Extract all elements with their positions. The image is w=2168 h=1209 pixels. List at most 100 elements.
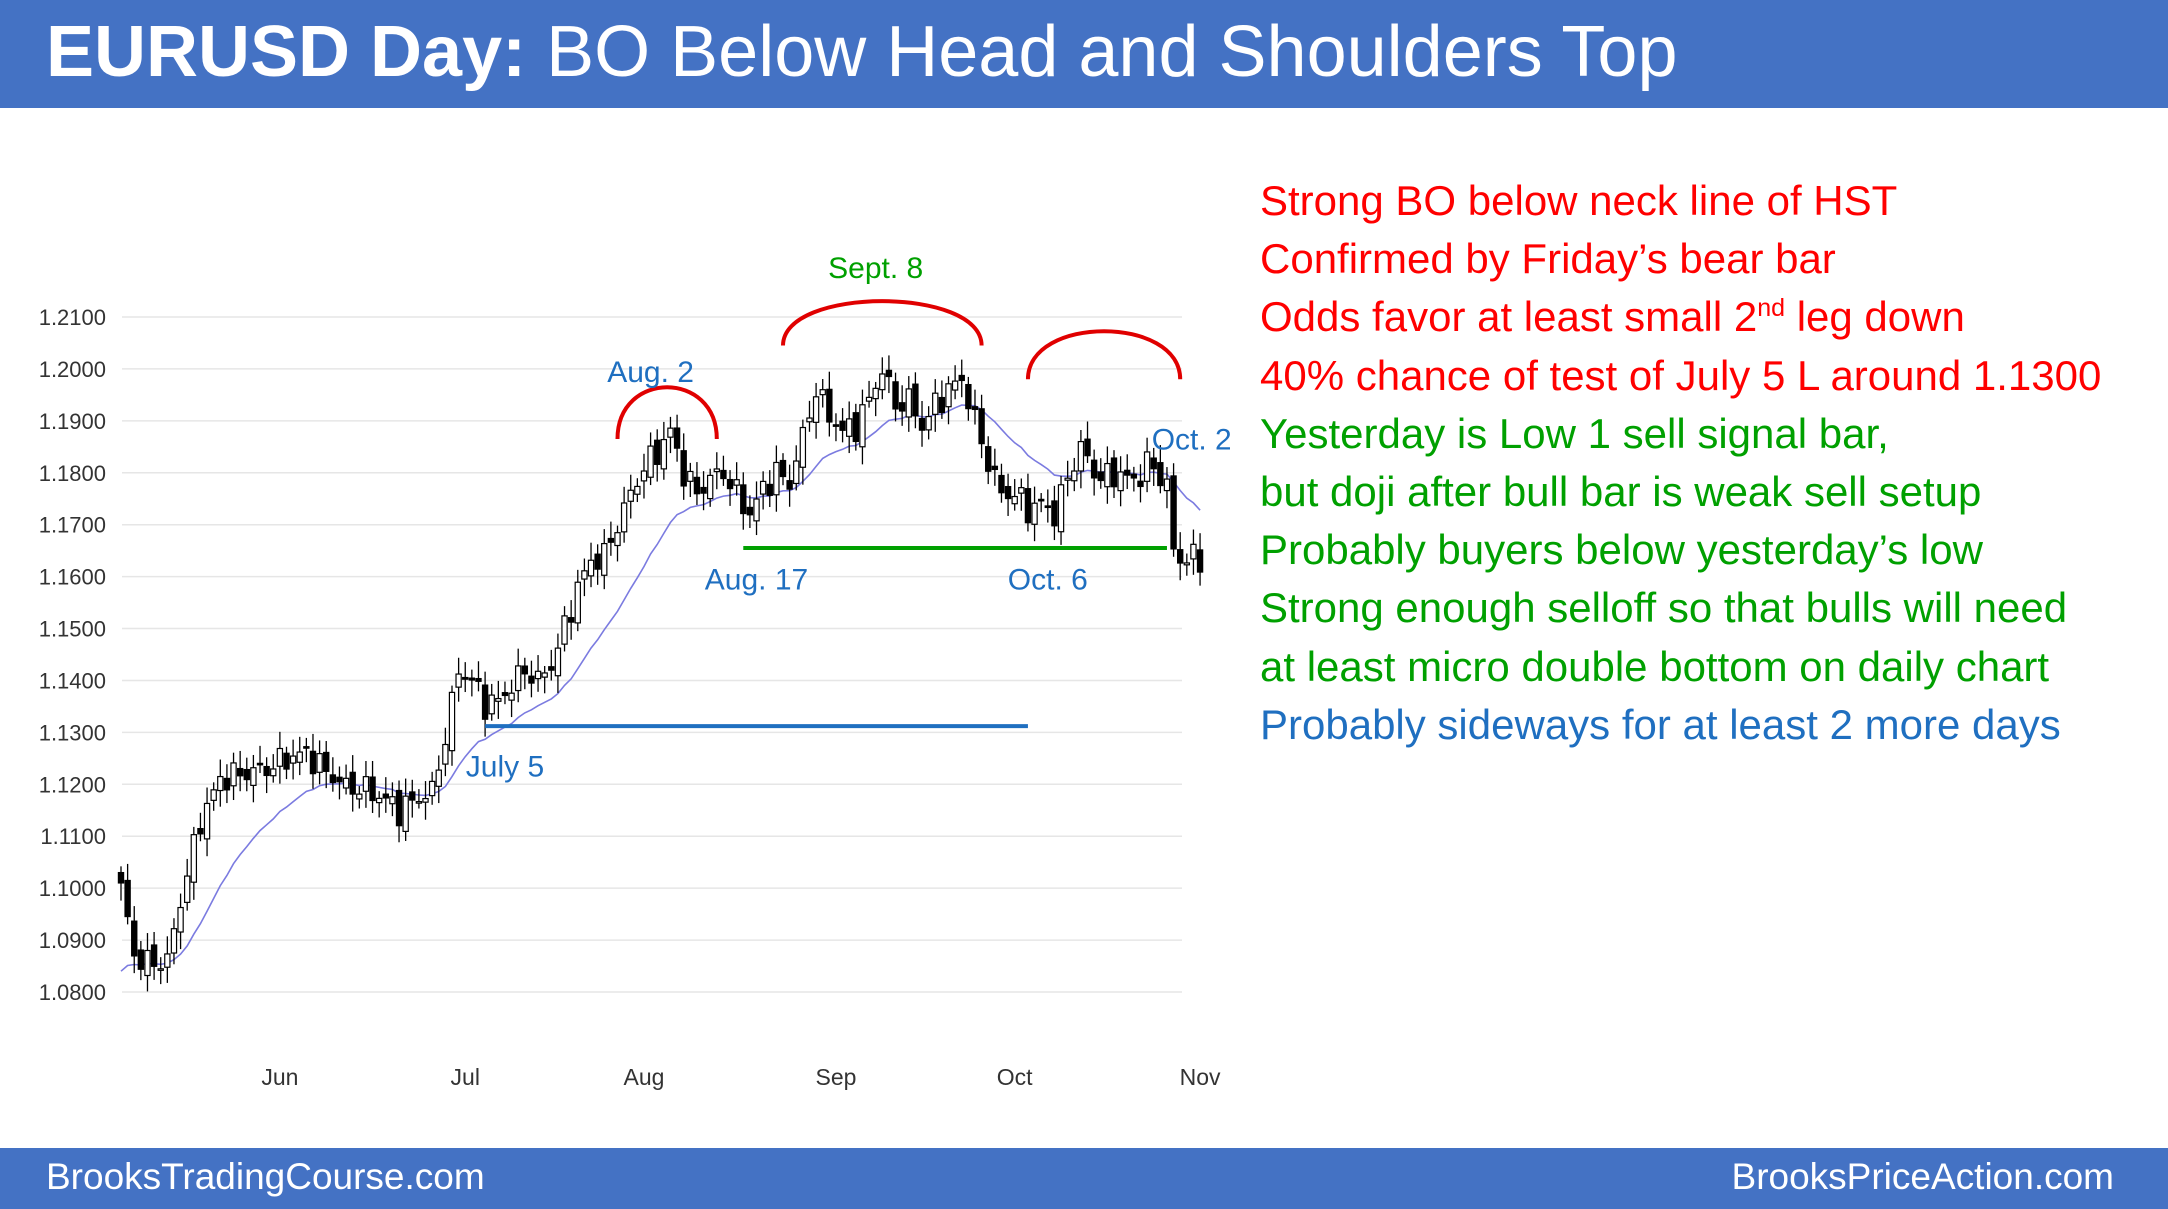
page-title: EURUSD Day: BO Below Head and Shoulders … — [46, 6, 1678, 98]
bull-candle — [362, 776, 370, 792]
bull-candle — [1011, 495, 1018, 505]
bear-candle — [256, 762, 264, 766]
bull-candle — [634, 485, 641, 495]
note-line: 40% chance of test of July 5 L around 1.… — [1260, 351, 2102, 399]
note-line: at least micro double bottom on daily ch… — [1260, 642, 2050, 690]
annotation-label: July 5 — [466, 751, 544, 784]
bull-candle — [356, 793, 363, 800]
y-tick-label: 1.0900 — [39, 928, 106, 953]
bear-candle — [283, 752, 290, 770]
bear-candle — [912, 383, 919, 417]
bear-candle — [223, 777, 231, 791]
bull-candle — [905, 388, 912, 418]
bull-candle — [879, 373, 886, 391]
bull-candle — [793, 460, 800, 485]
bull-candle — [845, 418, 853, 437]
bull-candle — [925, 415, 932, 431]
y-tick-label: 1.1900 — [39, 409, 106, 434]
bull-candle — [872, 387, 879, 400]
bear-candle — [303, 746, 310, 749]
bull-candle — [620, 502, 628, 533]
y-axis-ticks: 1.2100 1.2000 1.1900 1.1800 1.1700 1.1600 1.15… — [39, 305, 106, 1005]
bull-candle — [296, 751, 303, 763]
commentary-notes: Strong BO below neck line of HST Confirme… — [1260, 172, 2101, 754]
bear-candle — [971, 406, 979, 411]
annotation-label: Sept. 8 — [828, 252, 923, 285]
bull-candle — [435, 769, 442, 787]
bear-candle — [852, 412, 860, 443]
bull-candle — [753, 498, 760, 522]
bear-candle — [395, 789, 403, 827]
note-line: Odds favor at least small 2nd leg down — [1260, 293, 1965, 341]
bull-candle — [422, 797, 429, 803]
bear-candle — [693, 476, 701, 495]
bear-candle — [1044, 505, 1051, 509]
bull-candle — [1077, 440, 1085, 472]
y-tick-label: 1.1400 — [39, 668, 106, 693]
bear-candle — [548, 666, 555, 671]
bull-candle — [342, 777, 350, 789]
bull-candle — [945, 383, 952, 408]
bull-candle — [289, 755, 297, 764]
y-tick-label: 1.1800 — [39, 461, 106, 486]
bear-candle — [243, 768, 250, 781]
bull-candle — [210, 789, 217, 801]
chart-overlays — [485, 299, 1183, 729]
annotation-label: Aug. 2 — [607, 356, 694, 389]
bull-candle — [1143, 451, 1151, 482]
bear-candle — [965, 383, 972, 410]
bull-candle — [402, 795, 409, 832]
bull-candle — [561, 615, 568, 645]
bear-candle — [475, 677, 482, 682]
bull-candle — [773, 461, 780, 496]
bear-candle — [131, 920, 138, 957]
bull-candle — [170, 928, 178, 954]
bear-candle — [766, 483, 773, 496]
bull-candle — [660, 438, 668, 470]
footer-banner: BrooksTradingCourse.com BrooksPriceActio… — [0, 1148, 2168, 1209]
bear-candle — [309, 750, 317, 775]
bear-candle — [349, 771, 356, 795]
bear-candle — [1051, 500, 1058, 527]
note-line: Probably buyers below yesterday’s low — [1260, 526, 1983, 574]
bear-candle — [468, 677, 476, 681]
bear-candle — [117, 871, 125, 884]
bull-candle — [415, 801, 423, 804]
bear-candle — [839, 420, 846, 431]
bull-candle — [687, 470, 694, 482]
note-line: Probably sideways for at least 2 more da… — [1260, 700, 2061, 748]
ma-line — [120, 404, 1201, 972]
note-line: Strong BO below neck line of HST — [1260, 177, 1898, 224]
bull-candle — [1018, 487, 1025, 494]
bear-candle — [263, 765, 270, 777]
annotation-label: Aug. 17 — [705, 564, 808, 597]
bear-candle — [528, 675, 535, 684]
y-tick-label: 1.1300 — [39, 720, 106, 745]
bear-candle — [680, 450, 687, 487]
bear-candle — [991, 465, 999, 471]
bull-candle — [647, 445, 654, 478]
bear-candle — [1150, 457, 1157, 470]
bull-candle — [164, 953, 171, 968]
footer-right-link[interactable]: BrooksPriceAction.com — [1731, 1156, 2114, 1197]
bull-candle — [667, 427, 674, 438]
bull-candle — [190, 834, 198, 883]
footer-left-link[interactable]: BrooksTradingCourse.com — [46, 1156, 485, 1197]
bull-candle — [951, 380, 959, 391]
bear-candle — [462, 676, 469, 680]
bull-candle — [316, 753, 323, 773]
y-tick-label: 1.1200 — [39, 772, 106, 797]
bear-candle — [521, 665, 529, 675]
title-rest: BO Below Head and Shoulders Top — [526, 12, 1678, 92]
bear-candle — [150, 944, 158, 967]
bear-candle — [826, 388, 833, 423]
bull-candle — [819, 389, 826, 396]
bull-candle — [859, 404, 866, 448]
bear-candle — [336, 776, 343, 783]
bear-candle — [700, 486, 707, 494]
bull-candle — [733, 479, 740, 486]
bear-candle — [1196, 549, 1204, 573]
bull-candle — [217, 775, 224, 792]
bear-candle — [1176, 549, 1184, 564]
bull-candle — [389, 796, 396, 805]
